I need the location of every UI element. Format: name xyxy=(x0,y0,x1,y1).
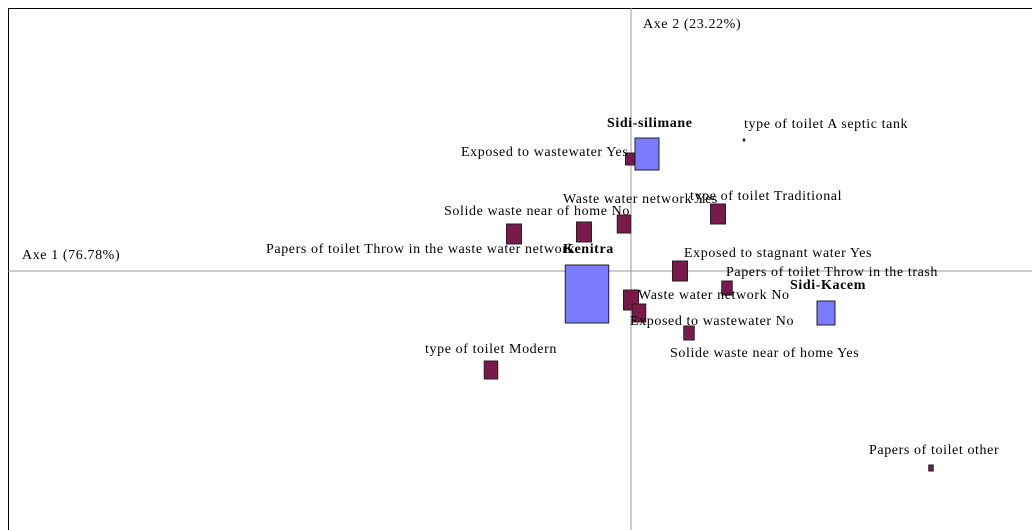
point-label: Papers of toilet Throw in the waste wate… xyxy=(266,242,575,257)
point-label: Sidi-Kacem xyxy=(790,278,866,293)
frame xyxy=(8,8,1032,530)
point-label: Waste water network Yes xyxy=(563,192,718,207)
point-marker xyxy=(634,137,660,171)
point-marker xyxy=(928,464,934,472)
point-label: Papers of toilet other xyxy=(869,443,999,458)
point-label: Waste water network No xyxy=(638,288,790,303)
point-label: type of toilet Traditional xyxy=(690,189,842,204)
point-label: Sidi-silimane xyxy=(607,116,693,131)
point-label: Exposed to wastewater Yes xyxy=(461,145,628,160)
x-axis-label: Axe 1 (76.78%) xyxy=(22,248,120,263)
point-marker xyxy=(625,152,635,166)
point-marker xyxy=(506,223,522,245)
point-marker xyxy=(710,203,726,225)
point-label: type of toilet Modern xyxy=(425,342,557,357)
point-label: Solide waste near of home No xyxy=(444,204,630,219)
point-marker xyxy=(721,280,733,296)
point-marker xyxy=(564,264,610,324)
point-label: type of toilet A septic tank xyxy=(744,117,908,132)
point-marker xyxy=(816,300,836,326)
point-label: Papers of toilet Throw in the trash xyxy=(726,265,938,280)
point-marker xyxy=(616,214,632,234)
point-marker xyxy=(483,360,499,380)
point-marker xyxy=(576,221,592,243)
point-label: Kenitra xyxy=(563,242,614,257)
point-marker xyxy=(631,303,647,323)
y-axis-label: Axe 2 (23.22%) xyxy=(643,17,741,32)
point-label: Exposed to wastewater No xyxy=(630,314,794,329)
point-label: Exposed to stagnant water Yes xyxy=(684,246,872,261)
point-marker xyxy=(742,138,746,142)
point-label: Solide waste near of home Yes xyxy=(670,346,859,361)
point-marker xyxy=(683,325,695,341)
point-marker xyxy=(672,260,688,282)
